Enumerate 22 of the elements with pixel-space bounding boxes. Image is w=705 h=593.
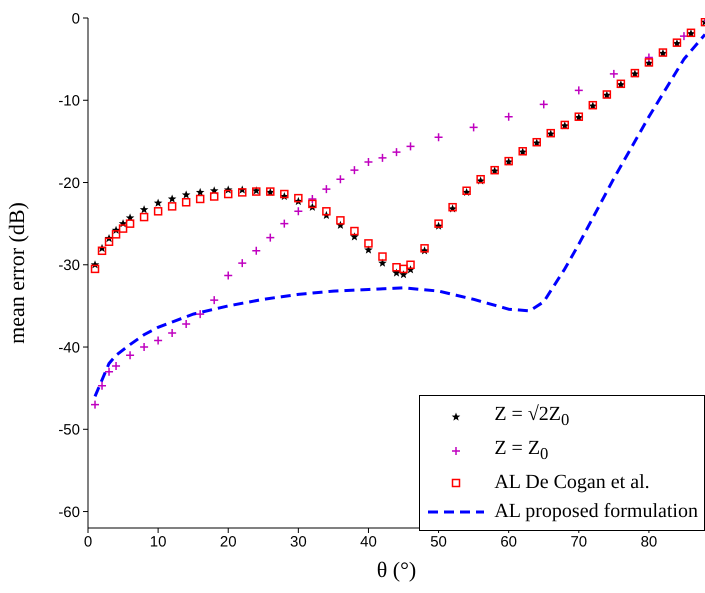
legend-label: AL proposed formulation — [494, 499, 698, 524]
x-tick-label: 30 — [290, 534, 307, 551]
y-tick-label: -10 — [58, 92, 80, 110]
x-tick-label: 70 — [570, 534, 588, 551]
legend-label: Z = √2Z$_{0}$ — [494, 402, 570, 431]
y-tick-label: -60 — [58, 504, 80, 521]
x-tick-label: 50 — [430, 534, 447, 551]
x-tick-label: 10 — [150, 534, 166, 551]
legend-label: AL De Cogan et al. — [494, 470, 650, 495]
y-tick-label: -30 — [58, 257, 80, 274]
y-tick-label: -40 — [58, 339, 80, 356]
x-tick-label: 0 — [84, 534, 92, 551]
x-tick-label: 60 — [500, 534, 518, 551]
legend-label: Z = Z$_{0}$ — [494, 436, 548, 465]
x-axis-title: θ (°) — [376, 557, 416, 582]
y-tick-label: -50 — [58, 422, 80, 439]
x-tick-label: 40 — [360, 534, 377, 551]
y-tick-label: 0 — [72, 10, 80, 28]
x-tick-label: 80 — [640, 534, 658, 551]
y-tick-label: -20 — [58, 174, 80, 192]
y-axis-title: mean error (dB) — [4, 202, 29, 344]
x-tick-label: 20 — [220, 534, 237, 551]
